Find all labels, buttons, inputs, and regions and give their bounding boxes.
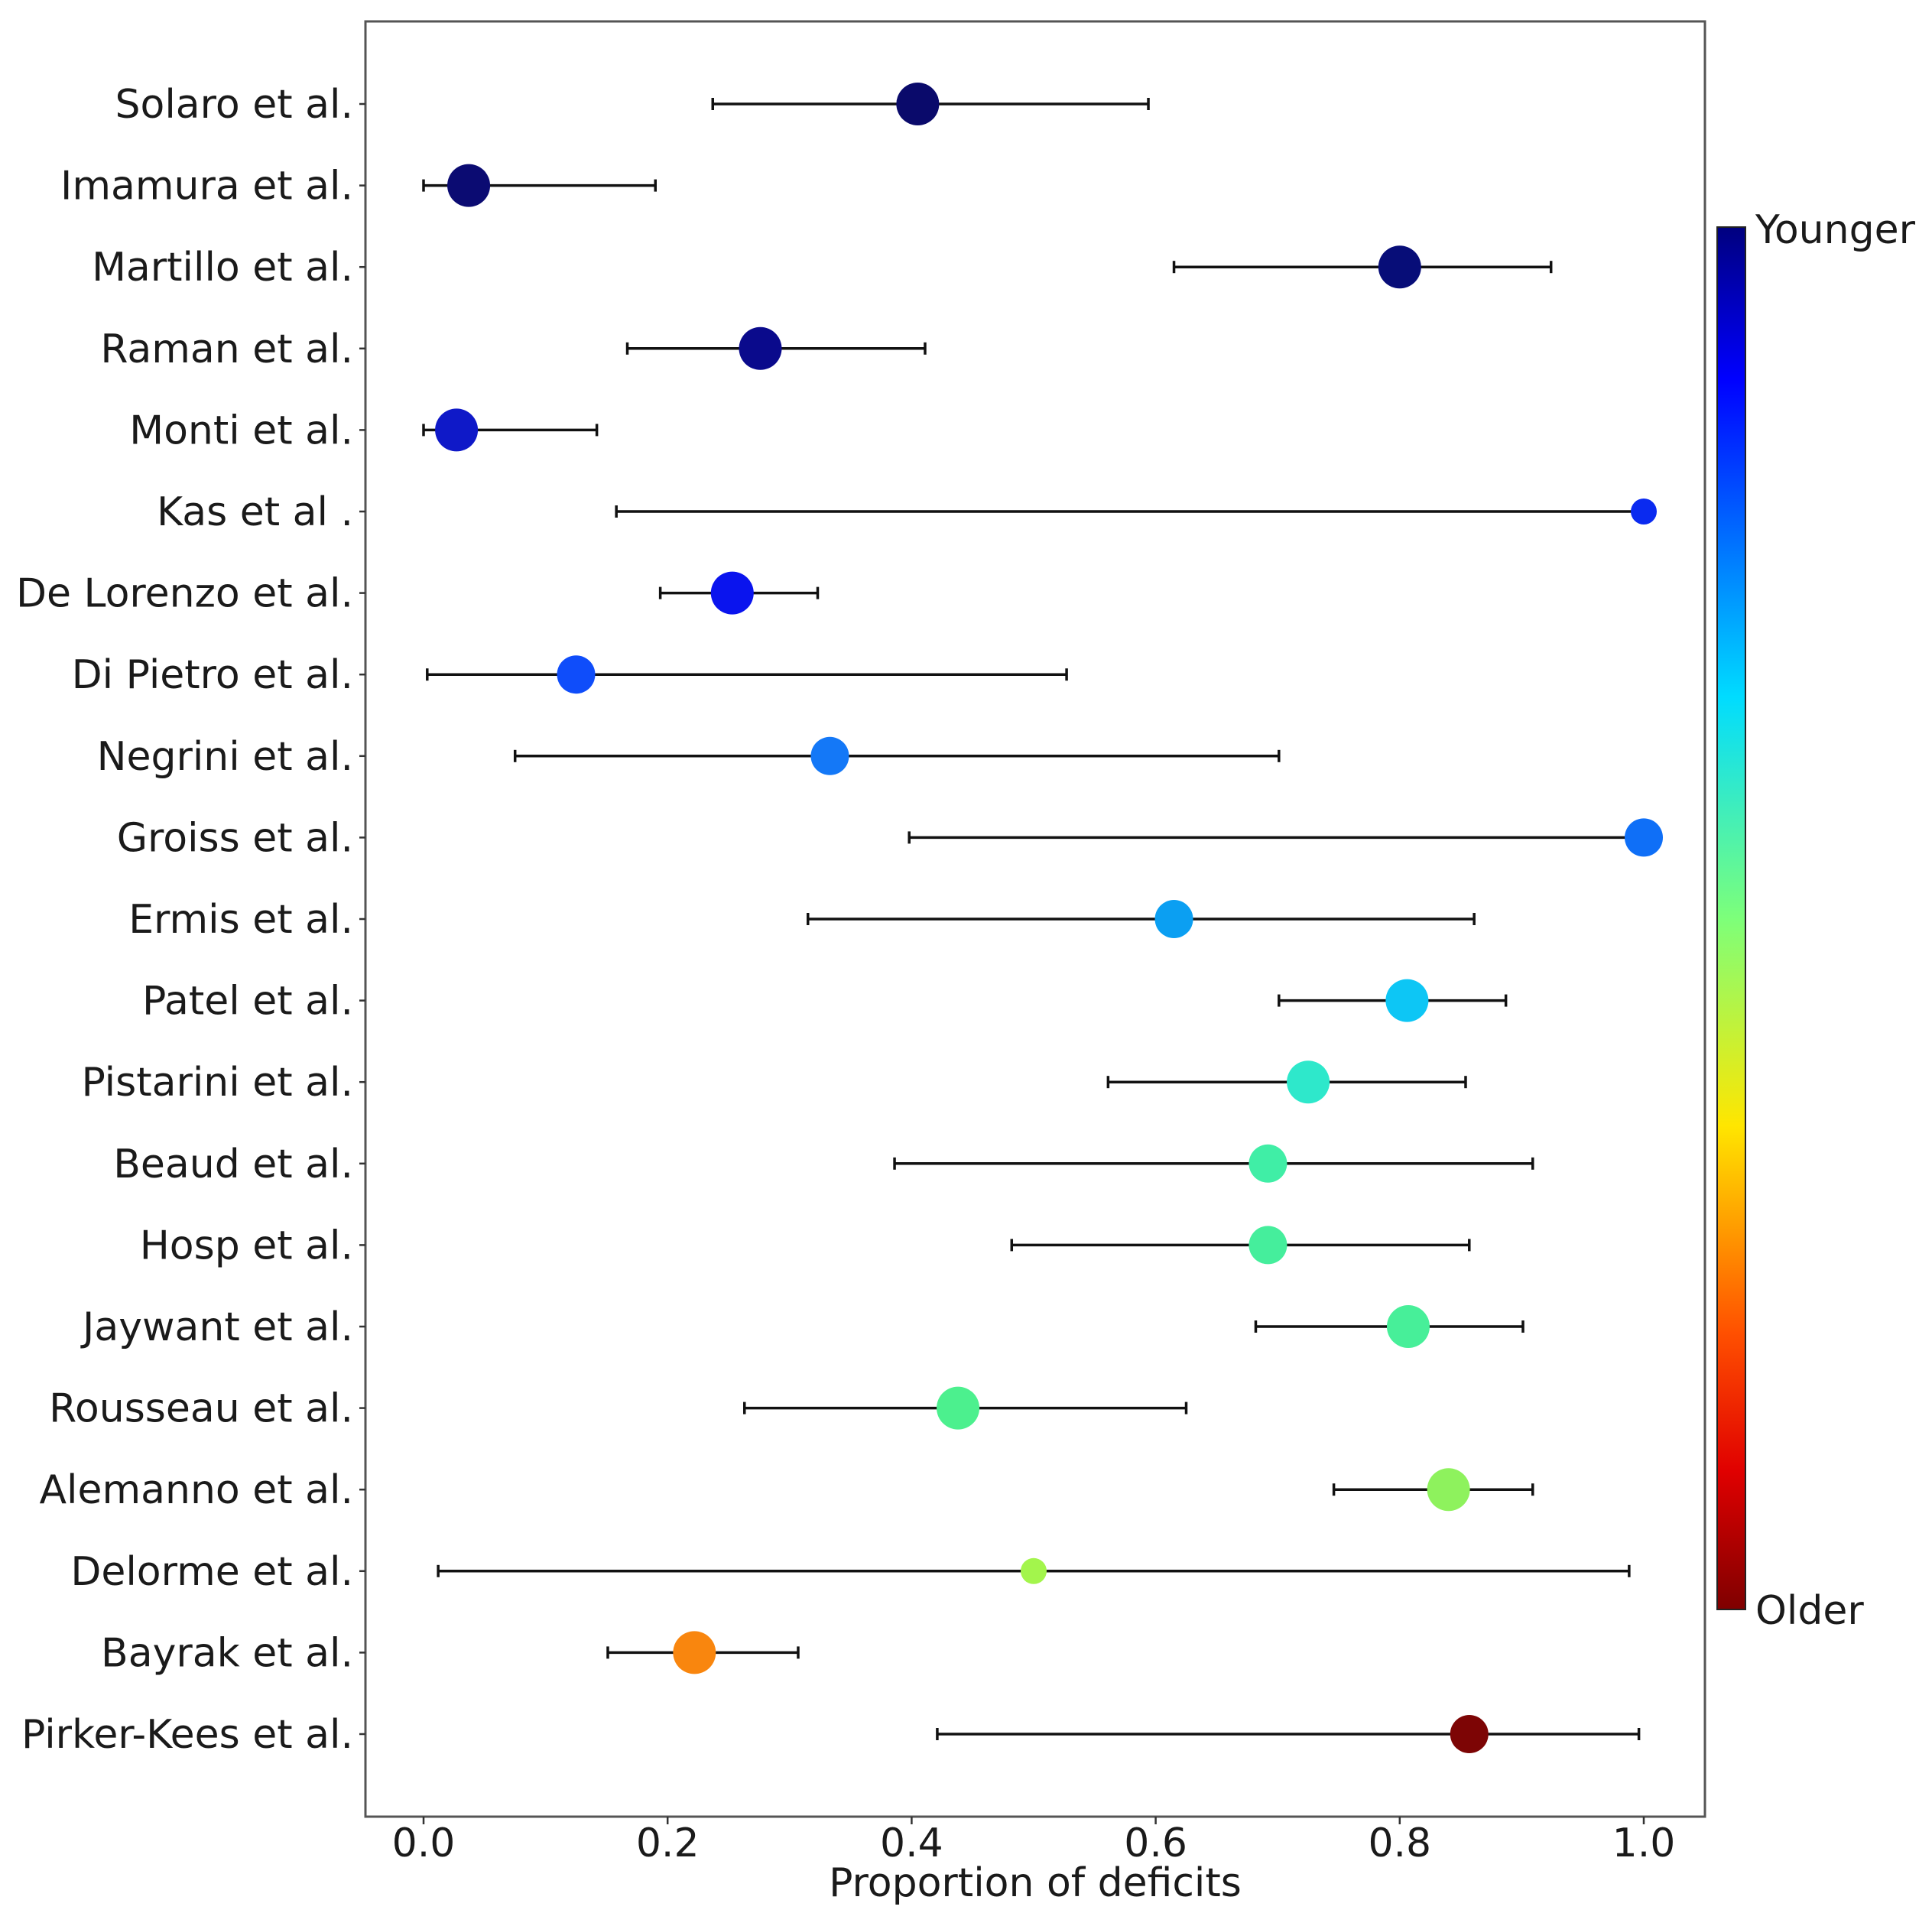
data-point xyxy=(1287,1060,1330,1104)
y-tick-label: Negrini et al. xyxy=(97,734,353,780)
data-point xyxy=(1450,1715,1489,1753)
y-tick-label: Hosp et al. xyxy=(140,1223,353,1268)
data-point xyxy=(1021,1557,1047,1584)
error-bar xyxy=(615,505,1645,518)
error-bar xyxy=(893,1157,1534,1170)
x-tick-label: 0.6 xyxy=(1124,1820,1187,1866)
data-point xyxy=(1625,818,1663,857)
y-tick-label: Beaud et al. xyxy=(113,1142,353,1187)
data-point xyxy=(1385,979,1429,1022)
data-point xyxy=(1427,1468,1470,1512)
colorbar-top-label: Younger xyxy=(1755,207,1916,253)
y-tick-label: Pirker-Kees et al. xyxy=(21,1712,353,1758)
error-bar xyxy=(908,831,1645,844)
data-point xyxy=(710,571,754,615)
y-tick-label: Patel et al. xyxy=(142,979,353,1025)
data-point xyxy=(810,736,849,775)
x-axis-label: Proportion of deficits xyxy=(829,1860,1242,1906)
y-tick-label: Imamura et al. xyxy=(60,164,353,209)
error-bar xyxy=(1010,1239,1471,1252)
colorbar: Younger Older xyxy=(1716,207,1916,1634)
y-tick-labels: Solaro et al. Imamura et al. Martillo et a… xyxy=(16,82,365,1758)
x-tick-label: 0.0 xyxy=(392,1820,456,1866)
data-point xyxy=(447,164,491,207)
y-tick-label: Di Pietro et al. xyxy=(72,652,353,698)
data-point xyxy=(673,1631,716,1674)
error-bar xyxy=(936,1728,1641,1740)
error-bar xyxy=(513,749,1281,762)
y-tick-label: Martillo et al. xyxy=(92,245,353,291)
points-layer xyxy=(435,83,1663,1753)
data-point xyxy=(435,408,479,452)
x-tick-label: 0.8 xyxy=(1368,1820,1431,1866)
data-point xyxy=(1154,900,1193,938)
y-tick-label: Rousseau et al. xyxy=(49,1386,353,1432)
y-tick-label: De Lorenzo et al. xyxy=(16,571,353,617)
y-tick-label: Bayrak et al. xyxy=(101,1630,353,1676)
data-point xyxy=(1386,1305,1430,1348)
y-tick-label: Alemanno et al. xyxy=(39,1467,353,1513)
data-point xyxy=(557,655,596,694)
colorbar-bottom-label: Older xyxy=(1755,1588,1864,1634)
data-point xyxy=(1378,245,1421,289)
data-point xyxy=(739,326,782,370)
y-tick-label: Kas et al . xyxy=(157,489,353,535)
y-tick-label: Delorme et al. xyxy=(70,1549,353,1595)
error-bar xyxy=(806,913,1476,925)
data-point xyxy=(1631,499,1657,525)
y-tick-label: Raman et al. xyxy=(100,326,353,372)
y-tick-label: Solaro et al. xyxy=(115,82,353,128)
y-tick-label: Pistarini et al. xyxy=(81,1060,353,1106)
error-bar xyxy=(426,668,1068,681)
y-tick-label: Ermis et al. xyxy=(128,897,353,943)
data-point xyxy=(1248,1226,1287,1265)
data-point xyxy=(1248,1144,1287,1183)
y-tick-label: Groiss et al. xyxy=(117,815,353,861)
x-tick-label: 0.2 xyxy=(636,1820,700,1866)
x-axis: 0.0 0.2 0.4 0.6 0.8 1.0 xyxy=(392,1817,1676,1866)
error-bar xyxy=(1172,261,1553,274)
y-tick-label: Jaywant et al. xyxy=(80,1304,353,1350)
colorbar-gradient xyxy=(1716,226,1746,1610)
data-point xyxy=(937,1386,980,1430)
x-tick-label: 1.0 xyxy=(1612,1820,1676,1866)
x-tick-label: 0.4 xyxy=(880,1820,943,1866)
y-tick-label: Monti et al. xyxy=(129,408,353,453)
data-point xyxy=(896,83,940,125)
